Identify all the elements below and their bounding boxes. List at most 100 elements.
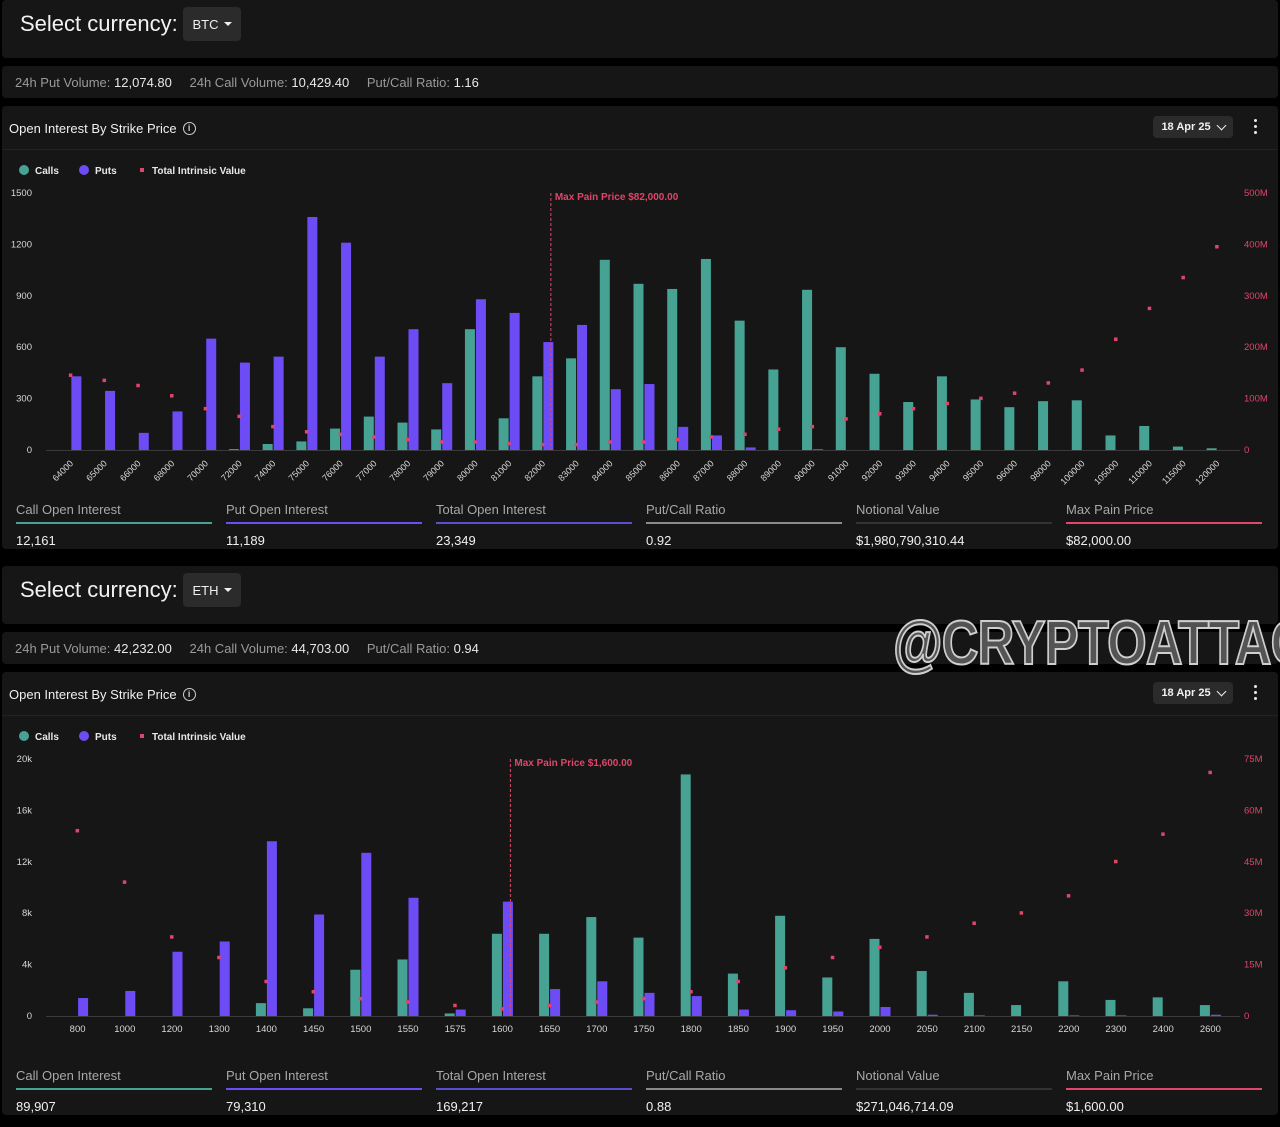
put-call-ratio-label: Put/Call Ratio: <box>366 75 450 90</box>
stat-max-pain-price: Max Pain Price $1,600.00 <box>1066 1068 1262 1114</box>
x-tick-label: 1450 <box>303 1024 324 1035</box>
intrinsic-value-point <box>1114 337 1118 341</box>
eth-panel: Select currency: ETH 24h Put Volume: 42,… <box>0 566 1280 1127</box>
y2-tick-label: 200M <box>1244 342 1268 353</box>
intrinsic-value-point <box>608 440 612 444</box>
intrinsic-value-point <box>709 435 713 439</box>
currency-dropdown[interactable]: BTC <box>183 7 241 41</box>
info-icon[interactable]: i <box>182 122 196 135</box>
calls-bar <box>869 938 880 1016</box>
x-tick-label: 90000 <box>792 458 817 483</box>
calls-bar <box>532 376 543 450</box>
puts-bar <box>927 1014 938 1016</box>
y-tick-label: 20k <box>17 754 33 765</box>
put-volume-label: 24h Put Volume: <box>15 75 111 90</box>
intrinsic-value-point <box>1147 306 1152 311</box>
stat-put-call-ratio: Put/Call Ratio 0.88 <box>646 1068 842 1114</box>
puts-bar <box>711 435 722 450</box>
x-tick-label: 1850 <box>728 1024 749 1035</box>
x-tick-label: 1000 <box>114 1024 135 1035</box>
x-tick-label: 120000 <box>1193 458 1221 486</box>
volume-summary: 24h Put Volume: 42,232.00 24h Call Volum… <box>2 632 1278 664</box>
puts-bar <box>239 362 250 450</box>
x-tick-label: 100000 <box>1058 458 1086 486</box>
x-tick-label: 1300 <box>209 1024 230 1035</box>
x-tick-label: 87000 <box>691 458 716 483</box>
put-volume-value: 42,232.00 <box>114 641 172 656</box>
volume-summary: 24h Put Volume: 12,074.80 24h Call Volum… <box>2 66 1278 98</box>
expiry-value: 18 Apr 25 <box>1161 121 1211 133</box>
x-tick-label: 83000 <box>556 458 581 483</box>
puts-bar <box>974 1015 985 1016</box>
chart-title: Open Interest By Strike Price i <box>9 121 196 136</box>
x-tick-label: 96000 <box>995 458 1020 483</box>
info-icon[interactable]: i <box>182 688 196 701</box>
intrinsic-value-point <box>675 437 680 442</box>
puts-bar <box>125 990 136 1016</box>
puts-bar <box>266 841 277 1016</box>
legend-puts-dot <box>79 731 89 741</box>
intrinsic-value-point <box>500 1007 504 1011</box>
intrinsic-value-point <box>1012 391 1017 395</box>
y-tick-label: 12k <box>17 857 33 868</box>
calls-bar <box>903 402 914 450</box>
x-tick-label: 1575 <box>445 1024 466 1035</box>
y2-tick-label: 60M <box>1244 805 1263 816</box>
legend-calls-label: Calls <box>35 732 59 743</box>
y-tick-label: 0 <box>27 445 32 456</box>
puts-bar <box>597 981 608 1016</box>
calls-bar <box>667 288 678 450</box>
calls-bar <box>397 422 408 450</box>
call-volume-value: 44,703.00 <box>291 641 350 656</box>
intrinsic-value-point <box>1046 381 1051 385</box>
intrinsic-value-point <box>642 440 646 444</box>
x-tick-label: 75000 <box>287 458 312 483</box>
stat-call-open-interest: Call Open Interest 12,161 <box>16 502 212 548</box>
intrinsic-value-point <box>810 424 815 429</box>
intrinsic-value-point <box>473 440 477 444</box>
puts-bar <box>341 242 352 450</box>
stat-notional-value: Notional Value $1,980,790,310.44 <box>856 502 1052 548</box>
calls-bar <box>303 1008 314 1016</box>
expiry-dropdown[interactable]: 18 Apr 25 <box>1153 116 1233 138</box>
puts-bar <box>172 411 183 450</box>
intrinsic-value-point <box>1215 244 1219 249</box>
y-tick-label: 16k <box>17 805 33 816</box>
intrinsic-value-point <box>203 406 208 411</box>
currency-value: ETH <box>192 582 219 598</box>
puts-bar <box>577 324 588 450</box>
y-tick-label: 0 <box>27 1011 32 1022</box>
x-tick-label: 1750 <box>633 1024 654 1035</box>
calls-bar <box>1058 981 1069 1016</box>
intrinsic-value-point <box>594 1000 599 1004</box>
expiry-value: 18 Apr 25 <box>1161 687 1211 699</box>
x-tick-label: 68000 <box>152 458 177 483</box>
x-tick-label: 98000 <box>1028 458 1053 483</box>
intrinsic-value-point <box>237 414 241 419</box>
puts-bar <box>455 1009 466 1016</box>
intrinsic-value-point <box>642 996 646 1001</box>
puts-bar <box>550 989 561 1016</box>
puts-bar <box>172 951 183 1016</box>
caret-down-icon <box>223 22 232 26</box>
chart-title-text: Open Interest By Strike Price <box>9 121 177 136</box>
calls-bar <box>539 933 550 1016</box>
puts-bar <box>206 338 217 450</box>
puts-bar <box>105 390 116 450</box>
stat-notional-value: Notional Value $271,046,714.09 <box>856 1068 1052 1114</box>
put-call-ratio-label: Put/Call Ratio: <box>366 641 450 656</box>
call-volume-value: 10,429.40 <box>291 75 350 90</box>
intrinsic-value-point <box>338 432 343 437</box>
intrinsic-value-point <box>453 1003 457 1008</box>
calls-bar <box>1038 401 1049 450</box>
intrinsic-value-point <box>507 441 511 446</box>
more-options-icon[interactable] <box>1251 119 1261 135</box>
expiry-dropdown[interactable]: 18 Apr 25 <box>1153 682 1233 704</box>
x-tick-label: 1700 <box>586 1024 607 1035</box>
calls-bar <box>734 320 745 450</box>
calls-bar <box>330 428 341 450</box>
intrinsic-value-point <box>439 440 444 444</box>
more-options-icon[interactable] <box>1251 685 1261 701</box>
currency-dropdown[interactable]: ETH <box>183 573 241 607</box>
x-tick-label: 110000 <box>1126 458 1154 486</box>
